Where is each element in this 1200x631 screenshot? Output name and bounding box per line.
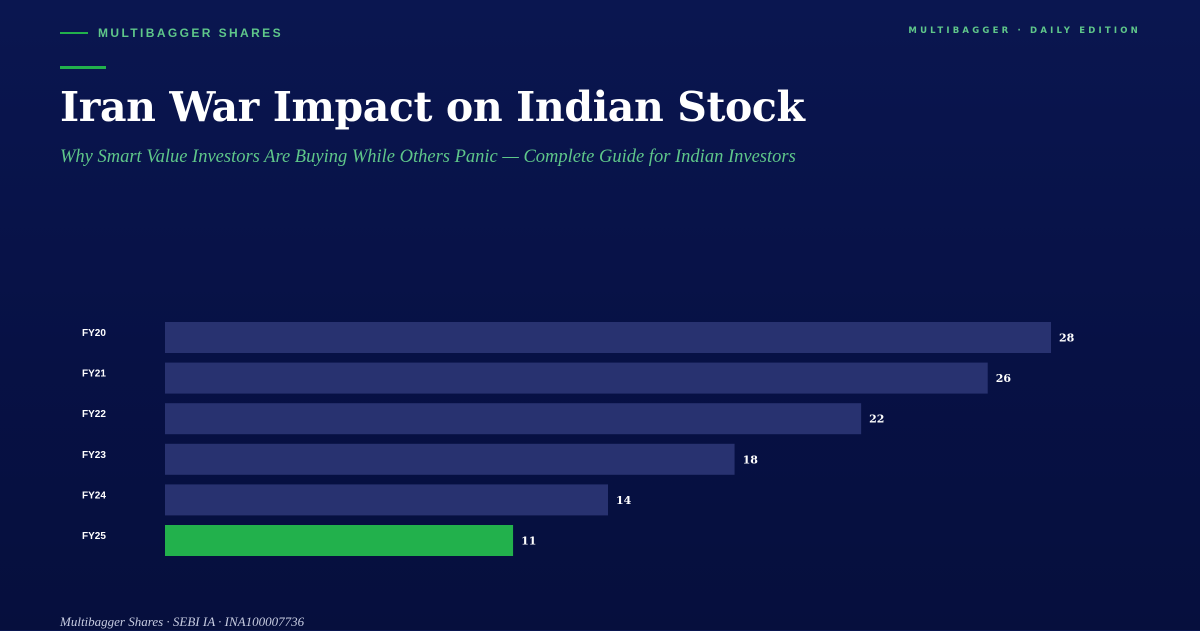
- bar-fy21: [165, 362, 988, 394]
- category-label-fy21: FY21: [82, 369, 106, 380]
- value-label-fy22: 22: [869, 413, 884, 426]
- value-label-fy24: 14: [616, 494, 632, 507]
- page-subtitle: Why Smart Value Investors Are Buying Whi…: [60, 147, 796, 167]
- title-accent-bar: [60, 66, 106, 69]
- value-label-fy20: 28: [1059, 332, 1075, 345]
- category-label-fy24: FY24: [82, 490, 106, 501]
- bar-fy22: [165, 403, 862, 435]
- bar-fy24: [165, 484, 608, 516]
- value-label-fy25: 11: [521, 535, 536, 548]
- bar-fy25: [165, 525, 514, 556]
- brand: MULTIBAGGER SHARES: [60, 25, 283, 41]
- category-label-fy20: FY20: [82, 328, 106, 339]
- brand-name: MULTIBAGGER SHARES: [98, 26, 283, 40]
- value-label-fy21: 26: [996, 372, 1012, 385]
- category-label-fy23: FY23: [82, 450, 106, 461]
- page-title: Iran War Impact on Indian Stock: [60, 83, 805, 131]
- value-label-fy23: 18: [743, 453, 759, 466]
- category-label-fy25: FY25: [82, 531, 106, 542]
- category-label-fy22: FY22: [82, 409, 106, 420]
- edition-label: MULTIBAGGER · DAILY EDITION: [908, 26, 1141, 36]
- brand-line: [60, 32, 88, 34]
- bar-fy23: [165, 443, 735, 475]
- bar-fy20: [165, 322, 1051, 353]
- footer-credit: Multibagger Shares · SEBI IA · INA100007…: [60, 614, 305, 629]
